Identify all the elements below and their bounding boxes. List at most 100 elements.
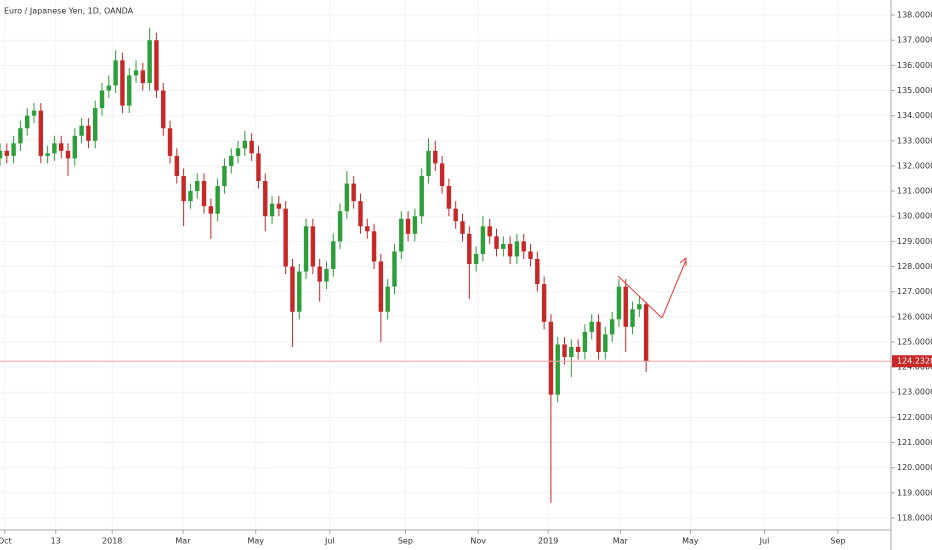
candle-body: [276, 203, 282, 209]
candle-body: [467, 233, 472, 264]
candle-body: [297, 271, 302, 312]
candle-body: [242, 140, 248, 149]
candle-body: [24, 115, 30, 129]
candle-body: [596, 321, 601, 352]
candle-body: [4, 150, 10, 156]
candle-body: [412, 216, 418, 234]
candle-body: [555, 344, 560, 395]
candle-body: [446, 186, 452, 209]
candle-body: [358, 201, 363, 227]
candle-body: [11, 143, 16, 156]
candle-body: [167, 128, 173, 156]
y-tick-label: 119.0000: [897, 488, 932, 497]
y-tick-label: 129.0000: [897, 237, 932, 246]
candle-body: [616, 286, 622, 320]
candle-body: [603, 334, 608, 352]
candle-body: [405, 218, 411, 234]
candle-body: [365, 226, 370, 232]
chart-title: Euro / Japanese Yen, 1D, OANDA: [4, 7, 134, 16]
x-tick-label: Jul: [759, 537, 770, 546]
candle-body: [317, 266, 322, 282]
candle-body: [65, 150, 71, 159]
candle-body: [344, 183, 350, 212]
y-tick-label: 137.0000: [897, 36, 932, 45]
candle-body: [548, 321, 554, 395]
candle-body: [154, 40, 159, 91]
y-tick-label: 128.0000: [897, 262, 932, 271]
candle-body: [487, 226, 492, 237]
candle-body: [303, 226, 309, 272]
candle-body: [147, 40, 152, 83]
y-tick-label: 126.0000: [897, 312, 932, 321]
x-tick-label: Jul: [324, 537, 335, 546]
candle-body: [521, 241, 526, 252]
y-tick-label: 136.0000: [897, 61, 932, 70]
candle-body: [188, 191, 193, 202]
candle-body: [324, 269, 329, 282]
grid: [0, 0, 891, 530]
candle-body: [215, 186, 220, 214]
candle-body: [582, 331, 588, 352]
candle-body: [0, 150, 3, 159]
candle-body: [562, 344, 567, 358]
trend-line: [617, 275, 663, 319]
y-tick-label: 127.0000: [897, 287, 932, 296]
candle-body: [181, 175, 186, 202]
x-tick-label: Mar: [175, 537, 191, 546]
candle-body: [45, 153, 50, 156]
candle-body: [399, 218, 404, 252]
candle-body: [541, 284, 547, 322]
y-tick-label: 122.0000: [897, 413, 932, 422]
candle-body: [439, 163, 445, 187]
candle-body: [133, 70, 139, 76]
candle-body: [453, 208, 458, 222]
candle-body: [283, 208, 288, 267]
x-tick-label: Sep: [398, 537, 413, 546]
y-tick-label: 118.0000: [897, 513, 932, 522]
arrow-head: [679, 256, 687, 266]
candle-body: [59, 143, 64, 151]
candle-body: [235, 148, 241, 156]
candle-body: [195, 181, 200, 192]
candle-body: [263, 181, 268, 217]
y-tick-label: 131.0000: [897, 187, 932, 196]
candle-body: [201, 181, 207, 207]
candle-body: [643, 304, 649, 362]
y-tick-label: 130.0000: [897, 212, 932, 221]
candle-body: [79, 125, 84, 136]
y-tick-label: 134.0000: [897, 111, 932, 120]
last-price-label: 124.2320: [897, 357, 932, 366]
candle-body: [93, 108, 98, 141]
candle-body: [569, 346, 574, 358]
candle-body: [623, 286, 628, 327]
x-tick-label: Mar: [613, 537, 629, 546]
candle-body: [310, 226, 316, 267]
candle-body: [433, 150, 438, 164]
candle-body: [18, 128, 23, 144]
candle-body: [31, 110, 37, 116]
y-tick-label: 123.0000: [897, 388, 932, 397]
y-tick-label: 133.0000: [897, 136, 932, 145]
candle-body: [637, 304, 642, 310]
candle-body: [120, 60, 125, 106]
x-tick-label: May: [682, 537, 699, 546]
y-tick-label: 135.0000: [897, 86, 932, 95]
candle-body: [52, 143, 57, 154]
y-tick-label: 120.0000: [897, 463, 932, 472]
candles: [0, 27, 649, 503]
y-tick-label: 132.0000: [897, 161, 932, 170]
candle-body: [460, 221, 465, 234]
y-tick-label: 138.0000: [897, 11, 932, 20]
x-tick-label: Nov: [470, 537, 486, 546]
x-tick-label: 2018: [102, 537, 122, 546]
candle-body: [371, 231, 377, 262]
candle-body: [528, 251, 533, 259]
last-price-tag: [892, 355, 932, 368]
candle-body: [351, 183, 356, 202]
candle-body: [630, 309, 635, 327]
candle-body: [256, 153, 261, 182]
candle-body: [113, 60, 118, 86]
x-tick-label: 2019: [538, 537, 558, 546]
candle-body: [99, 90, 105, 109]
